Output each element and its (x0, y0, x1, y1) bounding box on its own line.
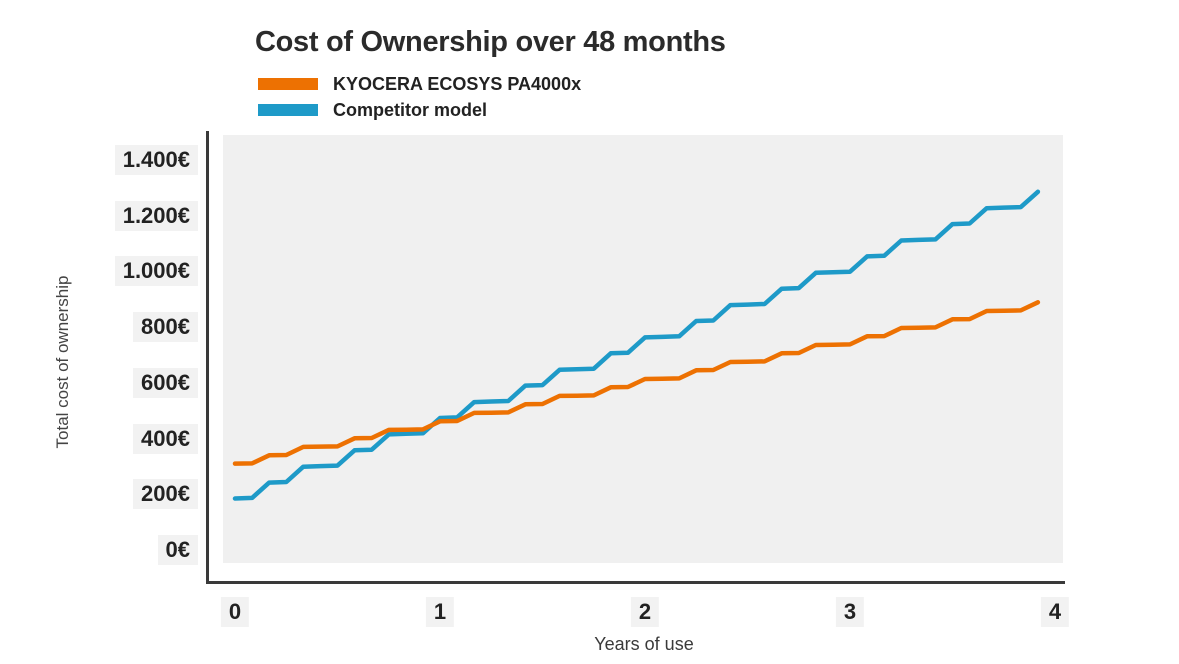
y-tick-label: 200€ (133, 479, 198, 510)
legend-label-kyocera: KYOCERA ECOSYS PA4000x (333, 73, 582, 94)
legend-item-competitor: Competitor model (258, 99, 581, 121)
legend-swatch-kyocera (258, 78, 318, 90)
x-tick-label: 2 (630, 597, 660, 627)
x-axis-title: Years of use (594, 634, 694, 654)
chart-svg (232, 189, 1041, 501)
legend-label-competitor: Competitor model (333, 99, 488, 120)
x-axis-line (206, 581, 1065, 584)
x-tick-label: 1 (425, 597, 455, 627)
y-tick-label: 600€ (133, 367, 198, 398)
y-tick-label: 400€ (133, 423, 198, 454)
y-tick-label: 800€ (133, 312, 198, 343)
legend-item-kyocera: KYOCERA ECOSYS PA4000x (258, 73, 581, 95)
y-tick-label: 0€ (157, 535, 198, 565)
series-line-kyocera-ecosys-pa4000x (232, 300, 1041, 466)
y-tick-label: 1.200€ (114, 200, 198, 231)
y-tick-label: 1.400€ (114, 145, 198, 175)
y-axis-line (206, 131, 209, 584)
chart-title: Cost of Ownership over 48 months (255, 26, 726, 58)
y-axis-title: Total cost of ownership (53, 275, 72, 449)
y-tick-label: 1.000€ (114, 256, 198, 287)
x-tick-label: 3 (835, 597, 865, 627)
legend-swatch-competitor (258, 104, 318, 116)
x-tick-label: 4 (1040, 597, 1070, 627)
legend: KYOCERA ECOSYS PA4000x Competitor model (258, 73, 581, 121)
plot-area (223, 135, 1063, 563)
x-tick-label: 0 (220, 597, 250, 627)
series-line-competitor-model (232, 189, 1041, 501)
